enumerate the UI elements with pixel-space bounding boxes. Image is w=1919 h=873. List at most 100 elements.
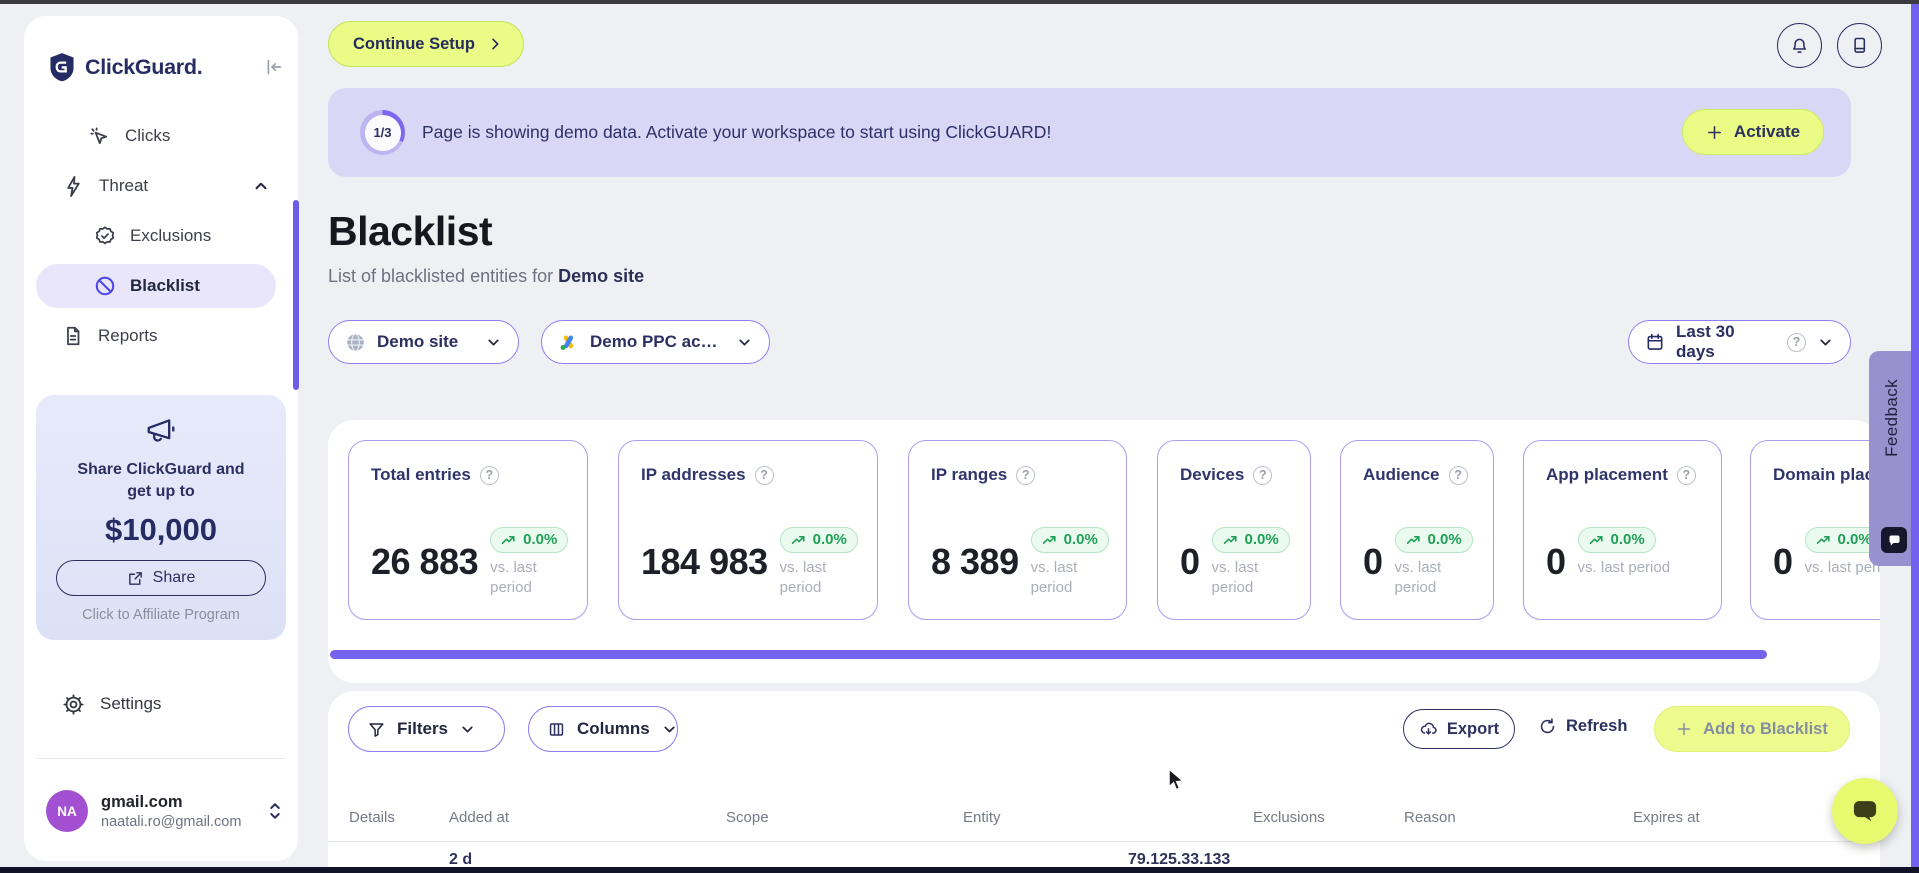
sidebar-divider xyxy=(36,758,286,759)
chevron-down-icon xyxy=(1817,334,1834,351)
sidebar-item-reports[interactable]: Reports xyxy=(62,315,158,357)
columns-icon xyxy=(547,720,566,739)
stat-value: 0 xyxy=(1546,541,1566,582)
sidebar-item-settings[interactable]: Settings xyxy=(62,683,161,725)
sidebar-item-label: Blacklist xyxy=(130,276,200,295)
stat-label: App placement xyxy=(1546,465,1668,484)
feedback-label: Feedback xyxy=(1882,379,1901,457)
refresh-button[interactable]: Refresh xyxy=(1538,717,1627,736)
vertical-scrollbar[interactable] xyxy=(1911,4,1919,867)
workspace-switcher[interactable]: NA gmail.com naatali.ro@gmail.com xyxy=(46,781,284,841)
trend-up-icon xyxy=(1816,535,1830,544)
activate-button[interactable]: Activate xyxy=(1682,109,1824,155)
badge-check-icon xyxy=(94,225,116,247)
docs-button[interactable] xyxy=(1837,23,1882,68)
avatar: NA xyxy=(46,790,88,832)
stat-label: Devices xyxy=(1180,465,1245,484)
external-link-icon xyxy=(127,570,144,587)
activate-label: Activate xyxy=(1733,122,1801,141)
stat-label: Domain placement xyxy=(1773,465,1880,484)
document-icon xyxy=(62,325,84,347)
sidebar-item-label: Settings xyxy=(100,694,162,713)
stat-card-ip-addresses: IP addresses 184 983 0.0% vs. last perio… xyxy=(618,440,878,620)
help-icon[interactable] xyxy=(1253,465,1273,485)
sidebar-item-clicks[interactable]: Clicks xyxy=(88,115,170,157)
column-header-details: Details xyxy=(349,809,395,826)
stat-value: 0 xyxy=(1773,541,1793,582)
trend-up-icon xyxy=(791,535,805,544)
add-to-blacklist-button[interactable]: Add to Blacklist xyxy=(1654,706,1850,752)
sidebar-item-label: Clicks xyxy=(125,126,171,145)
feedback-widget-icon xyxy=(1881,527,1907,553)
share-title: Share ClickGuard and get up to xyxy=(77,461,245,500)
sidebar-item-blacklist[interactable]: Blacklist xyxy=(94,265,200,307)
column-header-added-at: Added at xyxy=(449,809,510,826)
notifications-button[interactable] xyxy=(1777,23,1822,68)
stat-value: 184 983 xyxy=(641,541,768,582)
setup-progress-step: 1/3 xyxy=(364,114,401,151)
trend-up-icon xyxy=(1223,535,1237,544)
ppc-account-picker[interactable]: Demo PPC ac… xyxy=(541,320,770,364)
sidebar-collapse-icon[interactable] xyxy=(262,56,284,78)
stat-vs-label: vs. last period xyxy=(490,559,537,597)
columns-button[interactable]: Columns xyxy=(528,706,678,752)
active-nav-highlight xyxy=(36,264,276,308)
sidebar-item-label: Reports xyxy=(98,326,158,345)
table-header-divider xyxy=(328,841,1880,842)
help-icon[interactable] xyxy=(479,465,499,485)
bottom-edge-strip xyxy=(0,867,1919,873)
column-header-scope: Scope xyxy=(726,809,769,826)
chevron-down-icon xyxy=(485,334,502,351)
export-label: Export xyxy=(1446,719,1500,738)
book-icon xyxy=(1849,35,1870,56)
feedback-tab[interactable]: Feedback xyxy=(1869,351,1919,566)
stat-label: Total entries xyxy=(371,465,471,484)
share-button-label: Share xyxy=(152,569,196,587)
stat-delta: 0.0% xyxy=(812,531,847,548)
stat-delta: 0.0% xyxy=(1427,531,1462,548)
date-range-picker[interactable]: Last 30 days xyxy=(1628,320,1851,364)
stat-delta: 0.0% xyxy=(1610,531,1645,548)
horizontal-scrollbar[interactable] xyxy=(330,650,1767,659)
export-button[interactable]: Export xyxy=(1403,709,1515,749)
cloud-download-icon xyxy=(1419,720,1438,739)
help-icon[interactable] xyxy=(1016,465,1036,485)
workspace-name: gmail.com xyxy=(101,792,183,811)
page-title: Blacklist xyxy=(328,208,493,254)
table-row-added-at: 2 d xyxy=(449,851,473,868)
page-subtitle: List of blacklisted entities for Demo si… xyxy=(328,266,644,287)
sidebar-item-exclusions[interactable]: Exclusions xyxy=(94,215,211,257)
column-header-expires-at: Expires at xyxy=(1633,809,1700,826)
continue-setup-button[interactable]: Continue Setup xyxy=(328,21,524,67)
chat-widget-button[interactable] xyxy=(1832,778,1898,844)
brand-name: ClickGuard. xyxy=(85,54,203,79)
chevron-up-icon xyxy=(252,177,270,195)
stat-value: 8 389 xyxy=(931,541,1019,582)
sidebar-item-label: Threat xyxy=(99,176,149,195)
affiliate-program-link[interactable]: Click to Affiliate Program xyxy=(82,607,240,624)
stat-delta: 0.0% xyxy=(1244,531,1279,548)
sidebar-item-label: Exclusions xyxy=(130,226,212,245)
megaphone-icon xyxy=(36,415,286,445)
chevron-down-icon xyxy=(459,721,476,738)
site-picker[interactable]: Demo site xyxy=(328,320,519,364)
columns-label: Columns xyxy=(577,719,650,738)
continue-setup-label: Continue Setup xyxy=(353,34,475,53)
ppc-picker-value: Demo PPC ac… xyxy=(590,332,718,351)
share-amount: $10,000 xyxy=(104,512,218,548)
up-down-chevrons-icon[interactable] xyxy=(266,800,284,822)
help-icon[interactable] xyxy=(1787,332,1806,352)
help-icon[interactable] xyxy=(1448,465,1468,485)
stat-vs-label: vs. last period xyxy=(1804,559,1880,576)
help-icon[interactable] xyxy=(1676,465,1696,485)
share-button[interactable]: Share xyxy=(56,560,266,597)
stat-value: 0 xyxy=(1363,541,1383,582)
sidebar-scrollbar[interactable] xyxy=(293,200,299,390)
sidebar-item-threat[interactable]: Threat xyxy=(62,165,270,207)
stat-delta: 0.0% xyxy=(523,531,558,548)
help-icon[interactable] xyxy=(754,465,774,485)
filters-button[interactable]: Filters xyxy=(348,706,505,752)
table-row-entity[interactable]: 79.125.33.133 xyxy=(1128,851,1231,868)
chevron-right-icon xyxy=(487,36,503,52)
